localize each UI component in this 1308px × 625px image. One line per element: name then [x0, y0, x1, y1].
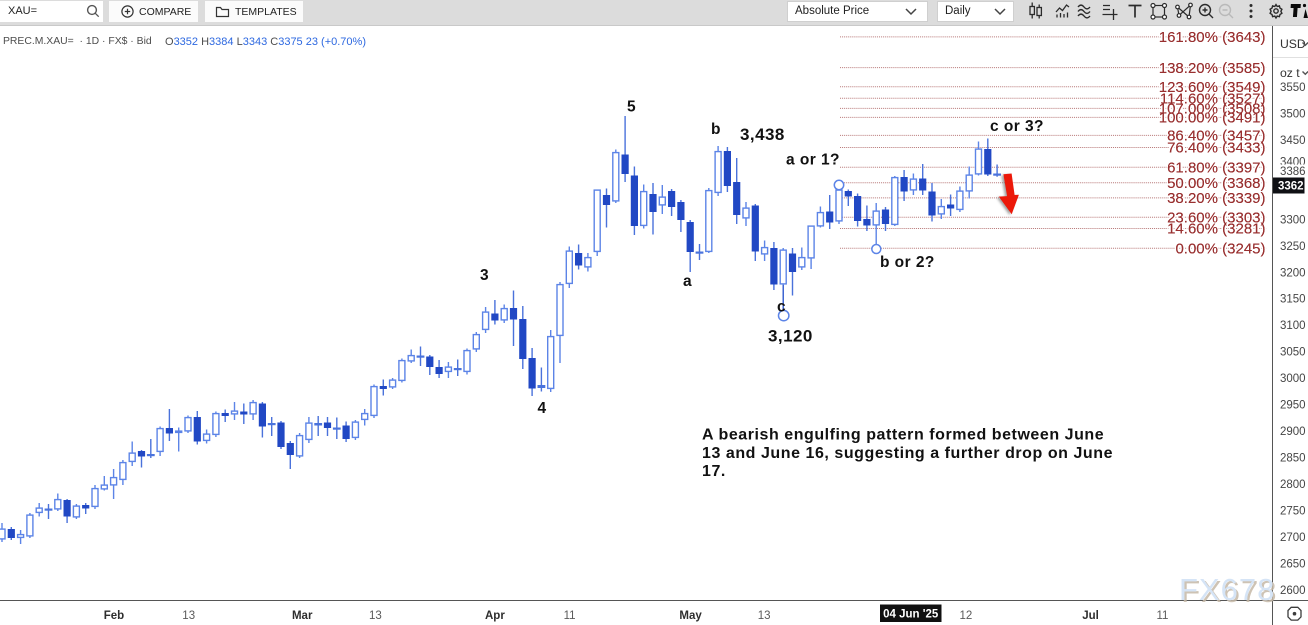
svg-text:3: 3 — [480, 267, 489, 284]
svg-text:4: 4 — [537, 400, 546, 417]
svg-text:04 Jun '25: 04 Jun '25 — [883, 609, 939, 621]
svg-text:123.60% (3549): 123.60% (3549) — [1159, 79, 1266, 96]
svg-text:107.00% (3508): 107.00% (3508) — [1159, 101, 1266, 118]
svg-text:76.40% (3433): 76.40% (3433) — [1167, 140, 1265, 157]
svg-text:3500: 3500 — [1280, 108, 1306, 120]
svg-text:3300: 3300 — [1280, 214, 1306, 226]
svg-text:86.40% (3457): 86.40% (3457) — [1167, 128, 1265, 145]
svg-text:c or 3?: c or 3? — [990, 118, 1044, 135]
svg-text:50.00% (3368): 50.00% (3368) — [1167, 175, 1265, 192]
svg-text:2750: 2750 — [1280, 506, 1306, 518]
svg-text:50.00% (3368): 50.00% (3368) — [1167, 175, 1265, 192]
svg-text:3362: 3362 — [1278, 181, 1304, 193]
svg-text:2950: 2950 — [1280, 400, 1306, 412]
svg-text:A bearish engulfing pattern fo: A bearish engulfing pattern formed betwe… — [702, 427, 1104, 444]
svg-text:a or 1?: a or 1? — [786, 151, 840, 168]
svg-text:2650: 2650 — [1280, 559, 1306, 571]
svg-text:14.60% (3281): 14.60% (3281) — [1167, 221, 1265, 238]
svg-text:3200: 3200 — [1280, 267, 1306, 279]
svg-text:114.60% (3527): 114.60% (3527) — [1160, 91, 1266, 108]
svg-text:b or 2?: b or 2? — [880, 254, 935, 271]
svg-text:161.80% (3643): 161.80% (3643) — [1159, 29, 1266, 46]
svg-text:3450: 3450 — [1280, 135, 1306, 147]
svg-text:Jul: Jul — [1082, 610, 1099, 622]
svg-text:61.80% (3397): 61.80% (3397) — [1167, 159, 1265, 176]
svg-text:a: a — [683, 273, 692, 290]
svg-text:76.40% (3433): 76.40% (3433) — [1167, 140, 1265, 157]
svg-text:13: 13 — [182, 610, 195, 622]
svg-text:12: 12 — [960, 610, 973, 622]
svg-text:38.20% (3339): 38.20% (3339) — [1167, 190, 1265, 207]
svg-text:3250: 3250 — [1280, 241, 1306, 253]
svg-text:38.20% (3339): 38.20% (3339) — [1167, 190, 1265, 207]
svg-text:c: c — [777, 299, 786, 316]
svg-text:3100: 3100 — [1280, 320, 1306, 332]
svg-text:b: b — [711, 121, 721, 138]
svg-text:13: 13 — [758, 610, 771, 622]
svg-text:11: 11 — [1157, 610, 1169, 622]
svg-text:138.20% (3585): 138.20% (3585) — [1159, 60, 1266, 77]
svg-text:3550: 3550 — [1280, 82, 1306, 94]
svg-text:61.80% (3397): 61.80% (3397) — [1167, 159, 1265, 176]
svg-text:14.60% (3281): 14.60% (3281) — [1167, 221, 1265, 238]
svg-text:3,120: 3,120 — [768, 327, 813, 346]
svg-text:0.00% (3245): 0.00% (3245) — [1175, 241, 1265, 258]
svg-text:86.40% (3457): 86.40% (3457) — [1167, 128, 1265, 145]
svg-text:17.: 17. — [702, 463, 726, 480]
svg-text:2900: 2900 — [1280, 426, 1306, 438]
svg-text:100.00% (3491): 100.00% (3491) — [1159, 110, 1266, 127]
svg-text:5: 5 — [627, 99, 636, 116]
svg-text:11: 11 — [564, 610, 576, 622]
svg-text:USD: USD — [1280, 37, 1306, 51]
svg-text:3000: 3000 — [1280, 373, 1306, 385]
svg-text:Feb: Feb — [104, 610, 124, 622]
svg-text:23.60% (3303): 23.60% (3303) — [1167, 210, 1265, 227]
svg-text:FX678: FX678 — [1181, 574, 1277, 609]
svg-text:Mar: Mar — [292, 610, 313, 622]
svg-text:3050: 3050 — [1280, 347, 1306, 359]
svg-text:2600: 2600 — [1280, 585, 1306, 597]
svg-text:100.00% (3491): 100.00% (3491) — [1159, 110, 1266, 127]
svg-text:23.60% (3303): 23.60% (3303) — [1167, 210, 1265, 227]
svg-text:107.00% (3508): 107.00% (3508) — [1159, 101, 1266, 118]
svg-text:FX678: FX678 — [1179, 572, 1275, 607]
svg-text:oz t: oz t — [1280, 66, 1300, 80]
svg-text:114.60% (3527): 114.60% (3527) — [1160, 91, 1266, 108]
svg-text:3150: 3150 — [1280, 294, 1306, 306]
svg-text:0.00% (3245): 0.00% (3245) — [1175, 241, 1265, 258]
svg-text:123.60% (3549): 123.60% (3549) — [1159, 79, 1266, 96]
svg-text:161.80% (3643): 161.80% (3643) — [1159, 29, 1266, 46]
svg-text:2700: 2700 — [1280, 532, 1306, 544]
svg-text:13 and June 16, suggesting a f: 13 and June 16, suggesting a further dro… — [702, 445, 1113, 462]
svg-text:3386: 3386 — [1280, 166, 1306, 178]
svg-text:138.20% (3585): 138.20% (3585) — [1159, 60, 1266, 77]
svg-text:May: May — [679, 610, 702, 622]
svg-text:2850: 2850 — [1280, 453, 1306, 465]
svg-text:Apr: Apr — [485, 610, 505, 622]
svg-text:3,438: 3,438 — [740, 125, 785, 144]
svg-text:13: 13 — [369, 610, 382, 622]
svg-text:2800: 2800 — [1280, 479, 1306, 491]
